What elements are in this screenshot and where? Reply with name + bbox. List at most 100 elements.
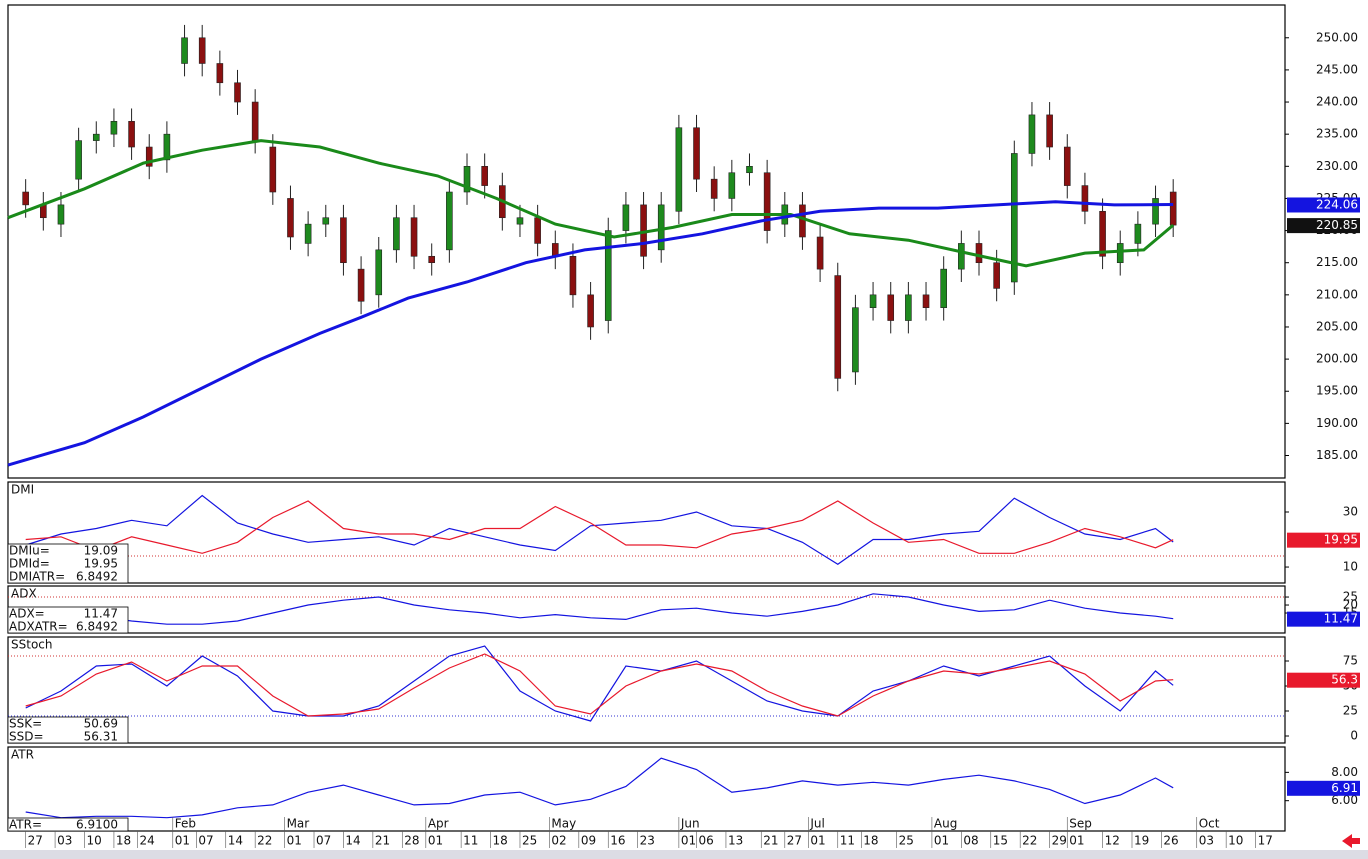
x-tick-label: 12 bbox=[1105, 834, 1120, 848]
value-badge: 220.85 bbox=[1287, 218, 1360, 234]
y-tick-label: 20 bbox=[1343, 598, 1358, 612]
series-line bbox=[25, 757, 1174, 819]
x-tick-label: 21 bbox=[763, 834, 778, 848]
candle-body bbox=[1028, 114, 1036, 154]
series-line bbox=[7, 139, 1175, 268]
candle-body bbox=[287, 198, 294, 238]
x-tick-label: 09 bbox=[581, 834, 596, 848]
readout-label: DMIu= bbox=[9, 544, 50, 558]
x-tick-label: 01 bbox=[934, 834, 949, 848]
readout-label: DMIATR= bbox=[9, 570, 65, 584]
candle-body bbox=[181, 37, 188, 64]
value-badge: 56.3 bbox=[1287, 672, 1360, 688]
candle-body bbox=[1169, 191, 1177, 226]
candle-body bbox=[763, 172, 771, 231]
x-tick-label: 14 bbox=[345, 834, 360, 848]
y-tick-label: 190.00 bbox=[1316, 416, 1358, 430]
month-label: Jun bbox=[680, 817, 700, 831]
y-tick-label: 6.00 bbox=[1331, 793, 1358, 807]
candle-body bbox=[145, 146, 153, 167]
readout-label: SSK= bbox=[9, 717, 42, 731]
x-tick-label: 13 bbox=[728, 834, 743, 848]
candle-body bbox=[657, 204, 665, 251]
x-tick-label: 02 bbox=[551, 834, 566, 848]
y-tick-label: 25 bbox=[1343, 704, 1358, 718]
badge-label: 6.91 bbox=[1331, 781, 1358, 795]
candle-body bbox=[799, 204, 806, 238]
x-tick-label: 25 bbox=[522, 834, 537, 848]
month-label: Apr bbox=[428, 817, 449, 831]
panel-frame bbox=[7, 636, 1286, 744]
candle-body bbox=[746, 166, 753, 174]
panel-title: ATR bbox=[11, 748, 34, 762]
badge-label: 19.95 bbox=[1324, 533, 1358, 547]
readout-value: 50.69 bbox=[84, 717, 118, 731]
candle-body bbox=[357, 268, 365, 302]
x-tick-label: 03 bbox=[57, 834, 72, 848]
candle-body bbox=[1063, 146, 1071, 186]
badge-box bbox=[1287, 197, 1360, 213]
badge-label: 11.47 bbox=[1324, 612, 1358, 626]
value-badge: 6.91 bbox=[1287, 780, 1360, 796]
x-tick-label: 25 bbox=[899, 834, 914, 848]
month-label: Aug bbox=[934, 817, 957, 831]
x-tick-label: 14 bbox=[228, 834, 243, 848]
candle-body bbox=[675, 127, 683, 212]
y-tick-label: 240.00 bbox=[1316, 95, 1358, 109]
readout-label: DMId= bbox=[9, 557, 50, 571]
candle-body bbox=[40, 204, 47, 219]
candle-body bbox=[922, 294, 930, 308]
candle-body bbox=[958, 243, 965, 270]
candle-body bbox=[393, 217, 400, 251]
x-tick-label: 22 bbox=[257, 834, 272, 848]
candle-body bbox=[1116, 243, 1124, 264]
candle-body bbox=[887, 294, 895, 321]
candle-body bbox=[340, 217, 347, 264]
x-tick-label: 23 bbox=[640, 834, 655, 848]
readout-label: ATR= bbox=[9, 818, 42, 832]
badge-label: 220.85 bbox=[1316, 218, 1358, 232]
candle-body bbox=[234, 82, 241, 103]
x-tick-label: 10 bbox=[1228, 834, 1243, 848]
panel-title: DMI bbox=[11, 483, 34, 497]
y-tick-label: 0 bbox=[1350, 729, 1358, 743]
x-tick-label: 26 bbox=[1163, 834, 1178, 848]
x-tick-label: 21 bbox=[375, 834, 390, 848]
badge-box bbox=[1287, 672, 1360, 688]
x-tick-label: 22 bbox=[1022, 834, 1037, 848]
x-tick-label: 01 bbox=[810, 834, 825, 848]
y-tick-label: 185.00 bbox=[1316, 448, 1358, 462]
candle-body bbox=[993, 262, 1000, 289]
panel: 6.00 8.00 6.91 ATR ATR= 6.9100 27 03 10 18 24 01 07 1… bbox=[7, 746, 1360, 848]
x-tick-label: 01 bbox=[681, 834, 696, 848]
x-tick-label: 07 bbox=[198, 834, 213, 848]
candle-body bbox=[516, 217, 524, 225]
panel: 185.00 190.00 195.00 200.00 205.00 210.00 215.… bbox=[7, 4, 1360, 479]
y-tick-label: 230.00 bbox=[1316, 159, 1358, 173]
y-tick-label: 235.00 bbox=[1316, 127, 1358, 141]
candle-body bbox=[22, 191, 29, 206]
x-tick-label: 19 bbox=[1134, 834, 1149, 848]
badge-label: 56.3 bbox=[1331, 673, 1358, 687]
y-tick-label: 210.00 bbox=[1316, 287, 1358, 301]
readout-box bbox=[7, 817, 129, 832]
candle-body bbox=[163, 133, 171, 161]
y-tick-label: 200.00 bbox=[1316, 352, 1358, 366]
candle-body bbox=[604, 230, 612, 321]
y-tick-label: 245.00 bbox=[1316, 62, 1358, 76]
x-tick-label: 15 bbox=[993, 834, 1008, 848]
scroll-arrow[interactable] bbox=[1342, 834, 1360, 848]
x-tick-label: 08 bbox=[963, 834, 978, 848]
month-label: Feb bbox=[175, 817, 196, 831]
readout-label: SSD= bbox=[9, 730, 44, 744]
panel-frame bbox=[7, 481, 1286, 584]
readout-box bbox=[7, 716, 129, 744]
readout-value: 11.47 bbox=[84, 607, 118, 621]
badge-box bbox=[1287, 218, 1360, 234]
candle-body bbox=[587, 294, 594, 328]
candle-body bbox=[128, 121, 135, 148]
y-tick-label: 195.00 bbox=[1316, 384, 1358, 398]
panel-frame bbox=[7, 4, 1286, 479]
x-tick-label: 18 bbox=[116, 834, 131, 848]
